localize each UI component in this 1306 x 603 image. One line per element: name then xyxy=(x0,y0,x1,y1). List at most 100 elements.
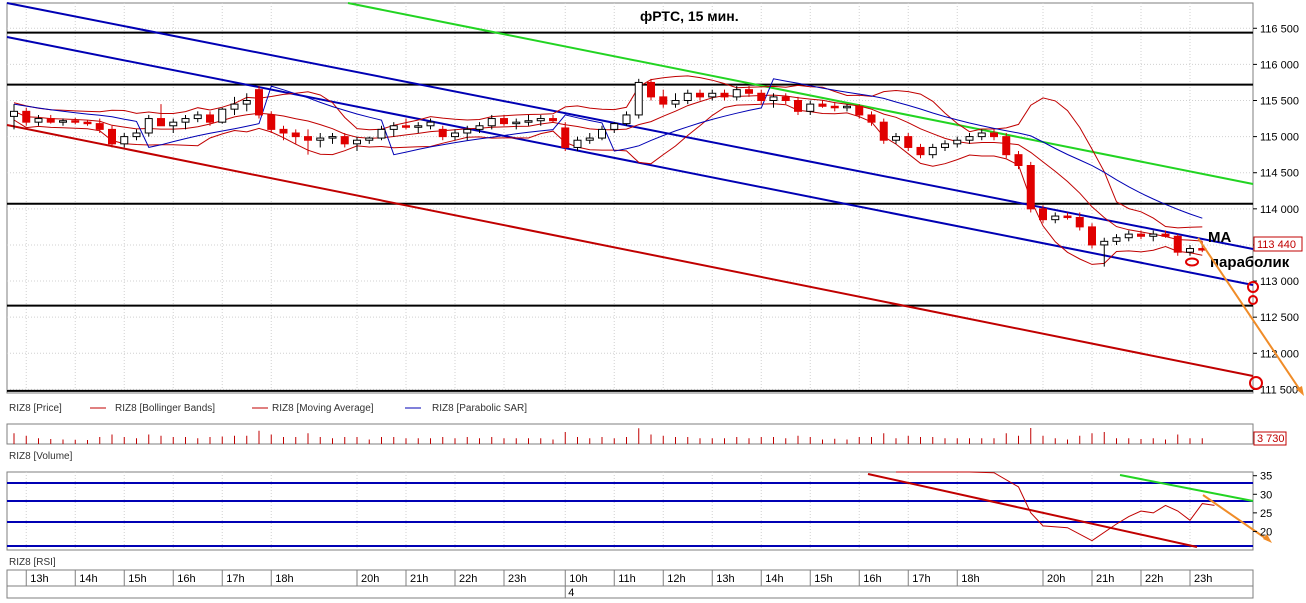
candle-body xyxy=(10,110,18,117)
price-tick-label: 115 500 xyxy=(1260,96,1299,108)
candle-body xyxy=(598,128,606,139)
legend-ma: RIZ8 [Moving Average] xyxy=(272,403,374,414)
candle-body xyxy=(659,96,668,105)
day-label: 4 xyxy=(568,587,574,599)
marker-circle-4 xyxy=(1249,376,1263,390)
candle-body xyxy=(1100,240,1109,246)
candle-body xyxy=(855,105,864,116)
candle-body xyxy=(463,128,472,134)
time-tick-label: 17h xyxy=(912,573,930,585)
time-tick-label: 23h xyxy=(508,573,526,585)
candle-body xyxy=(830,105,839,109)
candle-body xyxy=(157,118,165,127)
candle-body xyxy=(965,136,974,141)
legend-sar: RIZ8 [Parabolic SAR] xyxy=(432,403,527,414)
legend-volume: RIZ8 [Volume] xyxy=(9,451,73,462)
chart-title: фРТС, 15 мин. xyxy=(640,8,739,24)
candle-body xyxy=(549,118,557,122)
candle-body xyxy=(353,139,361,145)
candle-body xyxy=(451,132,459,138)
candle-body xyxy=(916,146,925,156)
candle-body xyxy=(1014,154,1023,167)
candle-body xyxy=(720,92,729,98)
candle-body xyxy=(95,123,104,130)
time-tick-label: 21h xyxy=(1096,573,1114,585)
time-tick-label: 17h xyxy=(226,573,244,585)
parabolic-sar xyxy=(13,78,1203,219)
candle-body xyxy=(1173,235,1182,253)
candle-body xyxy=(291,132,300,138)
candle-body xyxy=(316,137,325,141)
horizontal-levels xyxy=(7,31,1253,392)
candle-body xyxy=(904,136,913,148)
time-axis: 13h 14h 15h 16h 17h 18h 20h 21h 22h 23h 10h 11h 12h 1… xyxy=(6,569,1254,599)
candle-body xyxy=(585,137,594,141)
candle-body xyxy=(622,114,631,125)
price-tick-label: 114 500 xyxy=(1260,168,1299,180)
time-tick-label: 22h xyxy=(1145,573,1163,585)
candle-body xyxy=(892,136,900,141)
candle-body xyxy=(475,125,484,130)
candle-body xyxy=(1186,248,1194,253)
candle-body xyxy=(377,128,386,139)
price-tick-label: 112 000 xyxy=(1260,348,1299,360)
candle-body xyxy=(794,100,802,112)
annotation-parabolic: параболик xyxy=(1210,254,1290,271)
candle-body xyxy=(328,136,337,139)
price-tick-label: 113 000 xyxy=(1260,276,1299,288)
rsi-axis-labels: 35 30 25 20 xyxy=(1253,471,1272,538)
candle-body xyxy=(953,139,962,145)
time-tick-label: 20h xyxy=(1047,573,1065,585)
candle-body xyxy=(108,128,116,145)
candle-body xyxy=(83,121,92,125)
candle-body xyxy=(144,118,153,134)
candle-body xyxy=(671,100,680,105)
rsi-tick-label: 35 xyxy=(1260,471,1272,483)
rsi-arrow-head xyxy=(1263,534,1272,543)
candle-body xyxy=(879,121,888,141)
candle-body xyxy=(977,132,986,138)
arrow-orange-price xyxy=(1197,237,1303,394)
trendline-blue-lower xyxy=(6,36,1254,286)
time-tick-label: 15h xyxy=(814,573,832,585)
marker-circle-3 xyxy=(1248,295,1258,305)
parabolic-sar-line xyxy=(13,78,1203,219)
price-tick-label: 116 500 xyxy=(1260,23,1299,35)
candle-body xyxy=(304,136,312,141)
candle-body xyxy=(59,120,67,123)
time-tick-label: 10h xyxy=(569,573,587,585)
candle-body xyxy=(120,136,129,145)
time-tick-label: 13h xyxy=(30,573,48,585)
annotation-ma: MA xyxy=(1208,229,1231,246)
candle-body xyxy=(218,108,227,123)
candle-body xyxy=(1063,215,1072,219)
candle-body xyxy=(71,120,80,123)
candle-body xyxy=(402,125,410,128)
candle-body xyxy=(487,118,496,127)
candle-body xyxy=(426,121,435,127)
candle-body xyxy=(1137,233,1145,237)
candle-body xyxy=(267,114,276,130)
candle-body xyxy=(279,128,288,134)
candle-body xyxy=(696,92,704,98)
candle-body xyxy=(732,89,741,98)
rsi-panel: 35 30 25 20 RIZ8 [RSI] xyxy=(6,471,1272,568)
candle-body xyxy=(573,139,582,148)
candle-body xyxy=(818,103,827,107)
price-legend: RIZ8 [Price] RIZ8 [Bollinger Bands] RIZ8… xyxy=(9,403,527,414)
candles xyxy=(10,78,1207,267)
time-tick-label: 13h xyxy=(716,573,734,585)
price-tick-label: 115 000 xyxy=(1260,132,1299,144)
candle-body xyxy=(230,103,239,110)
last-price-label: 113 440 xyxy=(1257,239,1296,251)
candle-body xyxy=(1026,165,1035,210)
time-tick-label: 14h xyxy=(79,573,97,585)
candle-body xyxy=(781,96,790,101)
rsi-plot-area xyxy=(6,471,1254,551)
candle-body xyxy=(414,125,423,128)
rsi-tick-label: 20 xyxy=(1260,526,1272,538)
time-tick-label: 23h xyxy=(1194,573,1212,585)
time-tick-label: 22h xyxy=(459,573,477,585)
